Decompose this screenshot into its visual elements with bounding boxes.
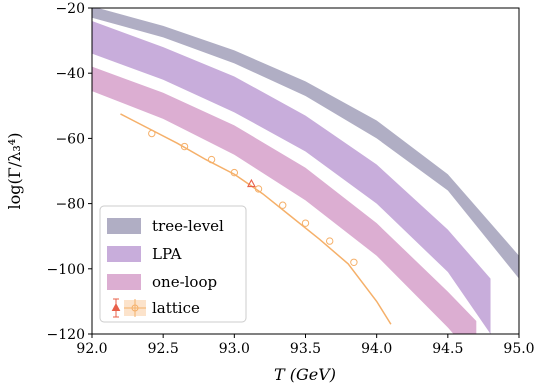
lattice-point <box>301 219 310 227</box>
x-tick-label: 92.0 <box>76 341 107 357</box>
x-tick-label: 93.0 <box>219 341 250 357</box>
y-tick-label: −120 <box>47 327 85 343</box>
lattice-point <box>207 155 216 164</box>
y-tick-label: −40 <box>55 66 85 82</box>
legend-swatch-tree-level <box>107 218 141 234</box>
fit-group <box>120 113 392 325</box>
legend: tree-level LPA one-loop lattice <box>99 205 247 323</box>
legend-label-lattice: lattice <box>152 299 200 317</box>
lattice-point <box>180 142 189 151</box>
y-axis-label: log(Γ/λ₃⁴) <box>5 133 24 210</box>
lattice-point <box>230 168 239 177</box>
legend-box <box>99 205 247 323</box>
lattice-point <box>325 237 334 245</box>
legend-label-one-loop: one-loop <box>152 273 217 291</box>
x-tick-label: 92.5 <box>148 341 179 357</box>
legend-swatch-LPA <box>107 246 141 262</box>
y-tick-label: −100 <box>47 262 85 278</box>
y-tick-label: −80 <box>55 197 85 213</box>
legend-swatch-lattice <box>111 298 146 318</box>
x-tick-label: 93.5 <box>290 341 321 357</box>
legend-label-tree-level: tree-level <box>152 217 224 235</box>
x-tick-label: 94.5 <box>432 341 463 357</box>
lattice-triangle <box>246 178 256 188</box>
lattice-fit-line <box>120 113 392 325</box>
y-tick-label: −20 <box>55 1 85 17</box>
lattice-point <box>148 129 156 138</box>
lattice-point <box>350 258 358 266</box>
y-tick-label: −60 <box>55 131 85 147</box>
legend-label-LPA: LPA <box>152 245 182 263</box>
x-tick-label: 95.0 <box>503 341 534 357</box>
band-one-loop <box>92 66 477 334</box>
y-ticks: −120 −100 −80 −60 −40 −20 <box>47 1 92 343</box>
x-tick-label: 94.0 <box>361 341 392 357</box>
x-axis-label: T (GeV) <box>274 365 336 384</box>
legend-swatch-one-loop <box>107 274 141 290</box>
markers-group <box>148 129 358 266</box>
band-LPA <box>92 21 491 334</box>
lattice-point <box>254 185 263 193</box>
x-ticks: 92.0 92.5 93.0 93.5 94.0 94.5 95.0 <box>76 334 534 357</box>
lattice-point <box>279 201 287 209</box>
bands-group <box>92 8 519 334</box>
